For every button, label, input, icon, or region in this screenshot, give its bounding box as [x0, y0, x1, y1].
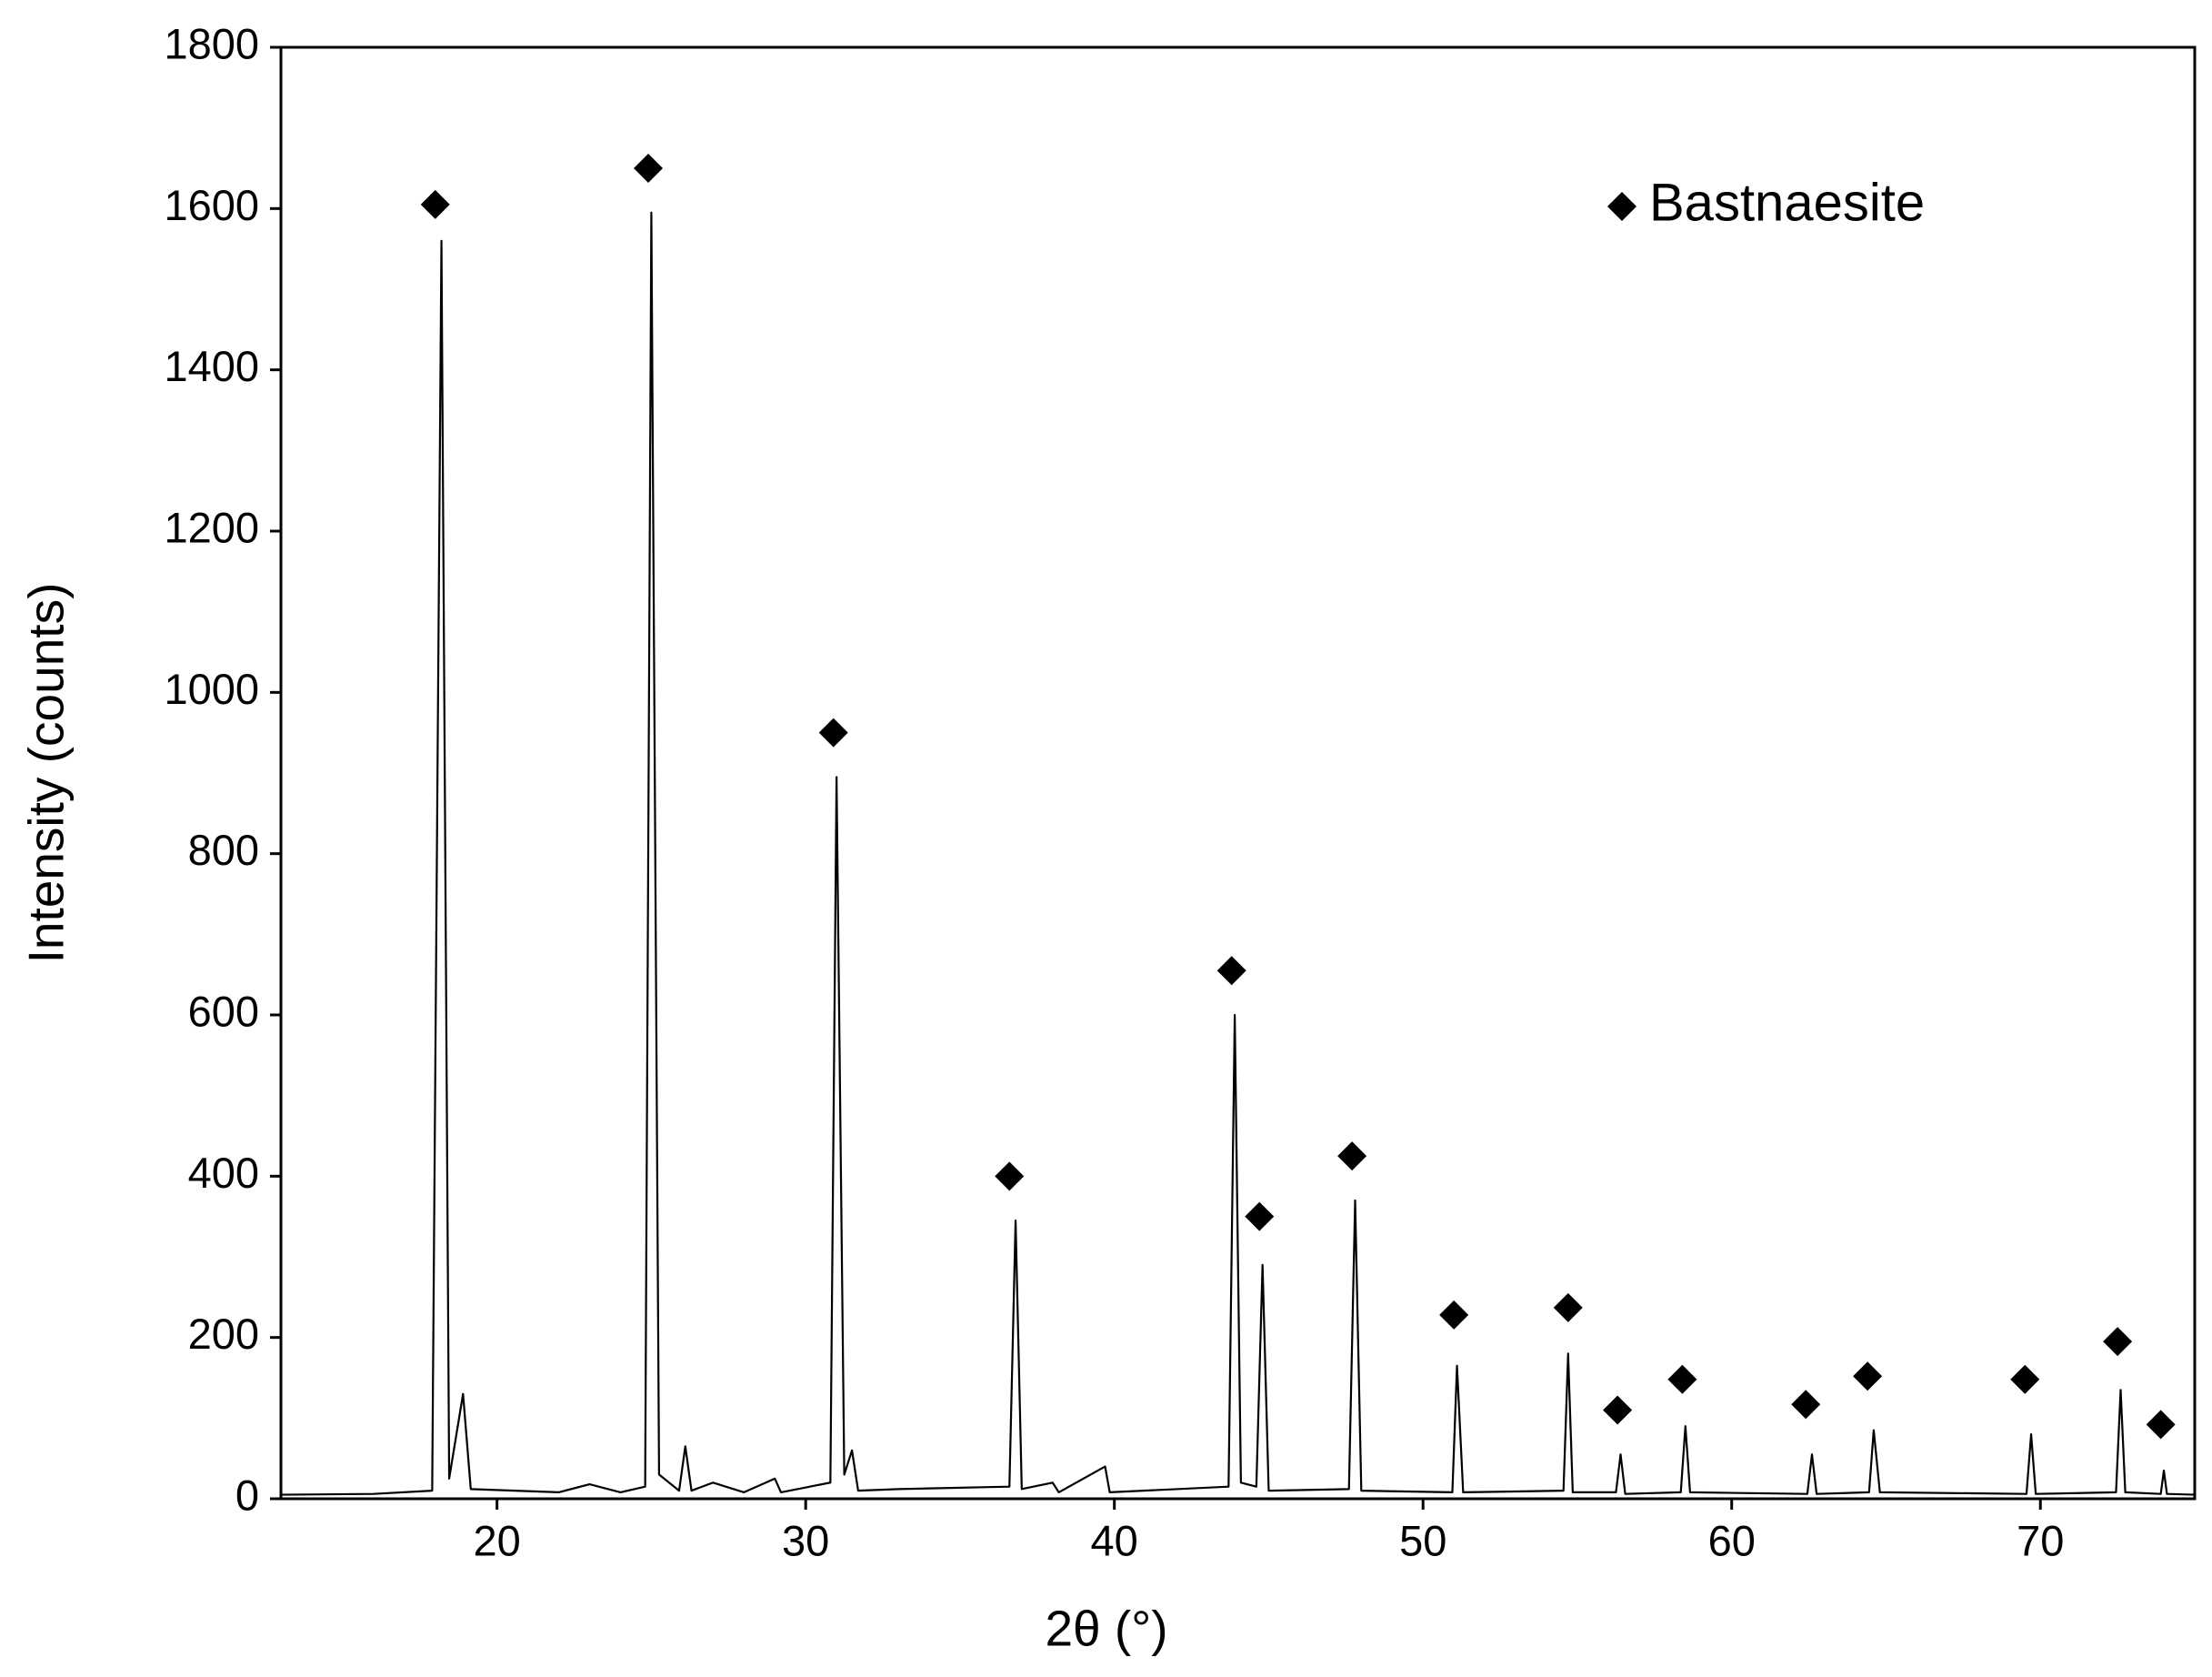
- legend-label: Bastnaesite: [1649, 173, 1925, 232]
- peak-marker: [1439, 1300, 1469, 1330]
- y-tick-label: 1400: [164, 342, 259, 390]
- spectrum-line: [280, 211, 2196, 1496]
- y-tick-label: 0: [235, 1471, 259, 1519]
- plot-frame: [279, 45, 2197, 1501]
- peak-marker: [1791, 1390, 1821, 1420]
- y-tick-label: 800: [188, 826, 259, 874]
- peak-marker: [1337, 1141, 1367, 1171]
- y-tick-label: 400: [188, 1149, 259, 1197]
- x-tick-label: 30: [782, 1516, 829, 1564]
- peak-marker: [2010, 1364, 2040, 1394]
- x-axis-title: 2θ (°): [1045, 1601, 1167, 1657]
- y-tick-label: 1600: [164, 181, 259, 229]
- peak-marker: [1853, 1361, 1883, 1391]
- peak-marker: [1603, 1395, 1633, 1425]
- peak-marker: [1667, 1364, 1697, 1394]
- peak-marker: [1216, 956, 1246, 986]
- peak-marker: [420, 189, 450, 219]
- peak-marker: [1245, 1201, 1275, 1231]
- peak-marker: [995, 1161, 1025, 1191]
- y-tick-label: 1000: [164, 665, 259, 713]
- x-tick-label: 40: [1091, 1516, 1138, 1564]
- y-tick-label: 1200: [164, 503, 259, 551]
- y-tick-label: 1800: [164, 19, 259, 67]
- legend-marker: [1607, 192, 1636, 221]
- x-tick-label: 70: [2017, 1516, 2064, 1564]
- peak-marker: [634, 154, 664, 183]
- y-tick-label: 600: [188, 987, 259, 1035]
- x-tick-label: 60: [1708, 1516, 1756, 1564]
- x-tick-label: 50: [1399, 1516, 1446, 1564]
- y-axis-title: Intensity (counts): [18, 583, 75, 964]
- y-tick-label: 200: [188, 1310, 259, 1358]
- peak-marker: [2146, 1410, 2176, 1440]
- x-tick-label: 20: [474, 1516, 521, 1564]
- peak-marker: [818, 718, 848, 748]
- peak-marker: [1553, 1292, 1583, 1322]
- peak-marker: [2103, 1327, 2133, 1357]
